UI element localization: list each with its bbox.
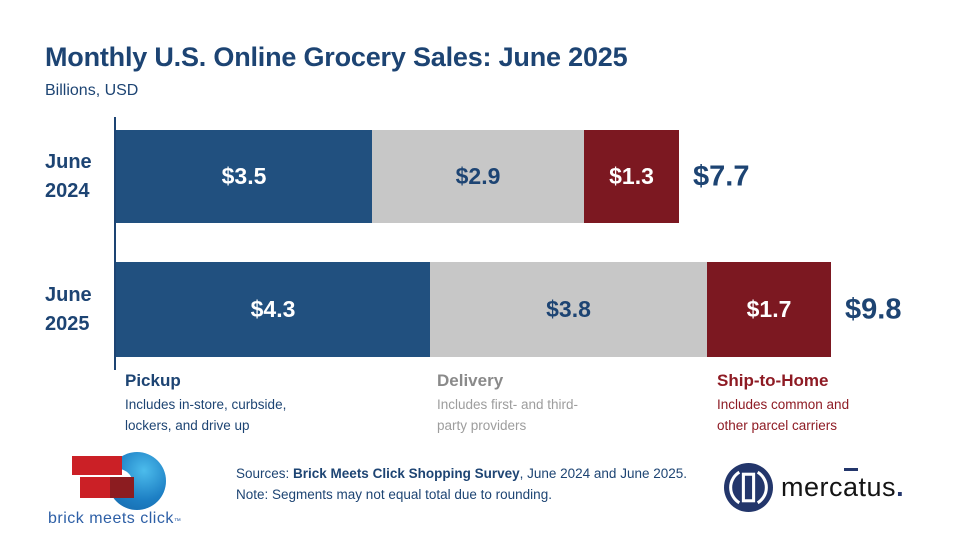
bar-segment-delivery: $2.9 [372,130,584,223]
segment-value-label: $1.7 [746,296,792,322]
segment-value-label: $1.3 [609,163,654,189]
mercatus-period: . [896,472,905,502]
bar-segment-pickup: $4.3 [116,262,430,357]
legend-title-pickup: Pickup [125,371,181,390]
trademark-symbol: ™ [173,518,182,525]
note-line: Note: Segments may not equal total due t… [236,486,552,502]
mercatus-pillars-icon [724,463,773,512]
legend-desc-ship-to-home: Includes common and other parcel carrier… [717,397,850,433]
legend-item-pickup: Pickup Includes in-store, curbside, lock… [125,371,286,437]
brick-meets-click-wordmark: brick meets click™ [48,510,182,527]
legend-item-delivery: Delivery Includes first- and third- part… [437,371,578,437]
a-with-macron: a [843,468,859,502]
sources-note: Sources: Brick Meets Click Shopping Surv… [236,464,687,506]
bar-segment-pickup: $3.5 [116,130,372,223]
mercatus-logo: merc a tus. [724,463,904,512]
category-label: June 2025 [45,283,92,335]
category-label: June 2024 [45,150,92,202]
legend-item-ship-to-home: Ship-to-Home Includes common and other p… [717,371,849,437]
brick-meets-click-logo: brick meets click™ [48,450,198,528]
mercatus-wordmark: merc a tus. [781,468,905,502]
y-axis-line [114,117,116,370]
legend-title-delivery: Delivery [437,371,504,390]
page-subtitle: Billions, USD [45,82,139,99]
legend-title-ship-to-home: Ship-to-Home [717,371,829,390]
bar-row: June 2025 $4.3 $3.8 $1.7 $9.8 [0,262,960,357]
bar-segment-ship-to-home: $1.7 [707,262,831,357]
total-value-label: $9.8 [845,293,902,325]
brick-overlap-icon [110,477,134,498]
segment-value-label: $2.9 [455,163,501,189]
bar-segment-delivery: $3.8 [430,262,707,357]
segment-value-label: $3.5 [221,163,267,189]
segment-value-label: $3.8 [546,296,591,322]
stacked-bar: $4.3 $3.8 $1.7 [116,262,831,357]
brick-icon [72,456,122,475]
segment-value-label: $4.3 [250,296,296,322]
bar-segment-ship-to-home: $1.3 [584,130,679,223]
stacked-bar: $3.5 $2.9 $1.3 [116,130,679,223]
bar-row: June 2024 $3.5 $2.9 $1.3 $7.7 [0,130,960,223]
legend-desc-delivery: Includes first- and third- party provide… [437,397,579,433]
legend-desc-pickup: Includes in-store, curbside, lockers, an… [125,397,287,433]
sources-line: Sources: Brick Meets Click Shopping Surv… [236,466,688,481]
page-title: Monthly U.S. Online Grocery Sales: June … [45,42,628,72]
total-value-label: $7.7 [693,160,750,192]
